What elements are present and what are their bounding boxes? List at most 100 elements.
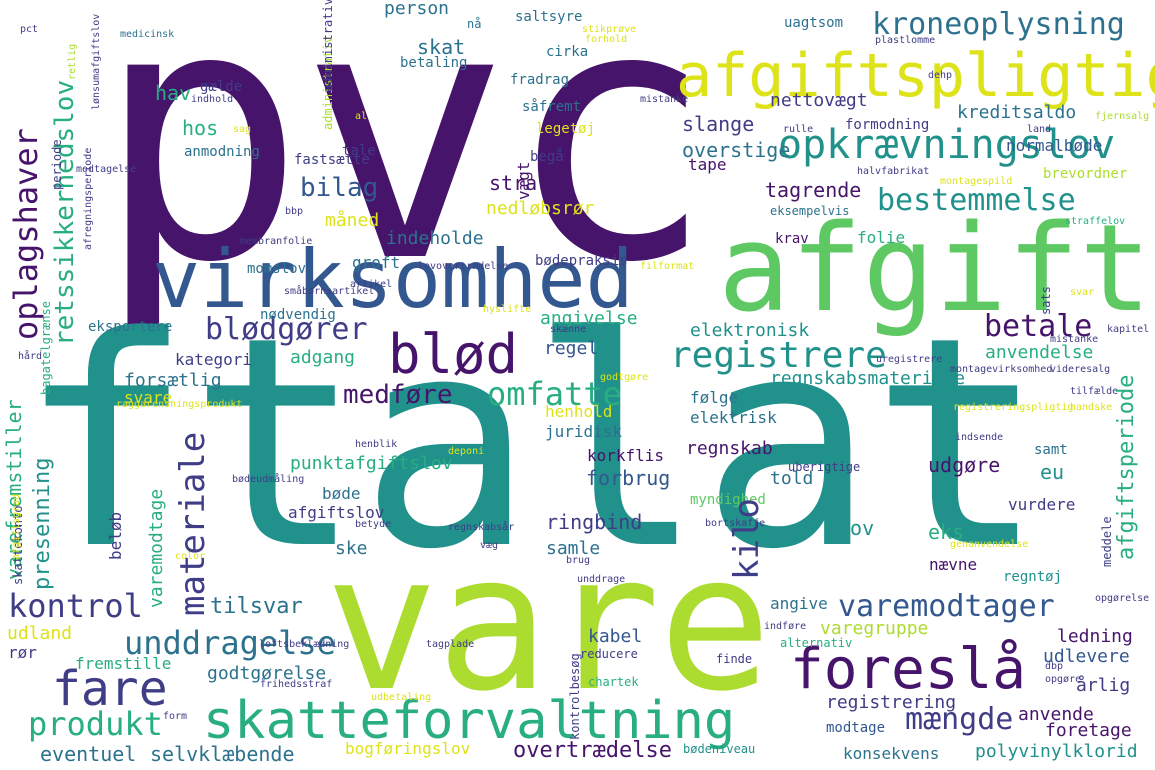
word-unddrage: unddrage (577, 574, 626, 585)
word-angivelse: angivelse (540, 308, 638, 329)
word-svare: svare (124, 388, 173, 407)
word-polyvinylklorid: polyvinylklorid (975, 741, 1138, 762)
word-indsende: indsende (955, 432, 1004, 443)
word-produkt: produkt (28, 705, 163, 743)
word-raggarensningsprodukt: rаggarensningsprodukt (116, 399, 243, 410)
word-overstige: overstige (682, 138, 791, 162)
word-tilfaelde: tilfælde (1070, 386, 1119, 397)
word-vaeg: væg (480, 540, 499, 551)
word-modtagelse: modtagelse (76, 164, 137, 175)
word-hard: hård (18, 351, 43, 362)
word-medfore: medføre (343, 380, 453, 410)
word-bestemmelse: bestemmelse (877, 183, 1076, 218)
word-plastlomme: plastlomme (875, 35, 936, 46)
word-skat: skat (417, 35, 466, 59)
word-konsekvens: konsekvens (843, 744, 940, 763)
word-stikprove: stikprøve (582, 24, 637, 35)
word-frihedsstraf: frihedsstraf (260, 679, 333, 690)
word-vurdere: vurdere (1008, 495, 1076, 514)
word-medicinsk: medicinsk (120, 29, 175, 40)
word-materiale: materiale (173, 431, 213, 616)
word-nettovaegt: nettovægt (770, 90, 868, 111)
word-brug: brug (566, 555, 591, 566)
word-betyde: betyde (355, 519, 392, 530)
word-vaegt: vægt (514, 161, 533, 200)
word-afgiftslov: afgiftslov (288, 503, 385, 522)
word-smaabornsartikel: småbørnsartikel (284, 286, 375, 297)
word-foresla: foreslå (790, 637, 1027, 702)
word-elektrisk: elektrisk (690, 408, 777, 427)
word-elektronisk: elektronisk (690, 320, 810, 341)
word-bodeniveau: bødeniveau (683, 742, 756, 756)
word-udbetaling: udbetaling (371, 692, 432, 703)
word-henhold: henhold (545, 402, 613, 421)
word-tagrende: tagrende (765, 178, 862, 202)
word-korkflis: korkflis (587, 446, 665, 465)
word-belob: beløb (106, 511, 125, 560)
word-uberigtige: uberigtige (788, 460, 861, 474)
word-retssikkerhedslov: retssikkerhedslov (50, 79, 80, 346)
word-omfatte: omfatte (487, 375, 622, 413)
word-naevne: nævne (929, 555, 978, 574)
word-nodvendig: nødvendig (260, 307, 336, 323)
word-mistanke2: mistanke (1050, 334, 1099, 345)
word-reducere: reducere (580, 647, 638, 661)
word-udlevere: udlevere (1043, 646, 1130, 667)
word-legetoj: legetøj (536, 121, 596, 137)
word-indhold: indhold (191, 94, 234, 105)
word-artikel: artikel (350, 279, 393, 290)
word-afgiftsgrad: afgiftsgrad (11, 493, 22, 560)
word-montagespild: montagespild (940, 176, 1013, 187)
word-saltsyre: saltsyre (515, 9, 583, 25)
word-krav: krav (775, 231, 809, 247)
word-mistanke: mistanke (640, 94, 689, 105)
word-udgore: udgøre (928, 453, 1001, 477)
word-forbrug: forbrug (586, 466, 671, 490)
word-normalbode: normalbøde (1006, 136, 1103, 155)
word-anmodning: anmodning (184, 144, 260, 160)
word-eksempelvis: eksempelvis (770, 204, 850, 218)
word-handske: handske (1070, 402, 1113, 413)
word-retlig: retlig (67, 43, 78, 80)
word-presenning: presenning (30, 457, 55, 590)
word-lonsumafgiftslov: lønsumafgiftslov (91, 13, 102, 110)
word-kilo: kilo (727, 498, 767, 580)
word-fremstille: fremstille (75, 654, 172, 673)
word-kontrol: kontrol (8, 587, 143, 625)
word-rulle: rulle (783, 124, 814, 135)
word-folge: følge (690, 388, 739, 407)
word-indfore: indføre (764, 621, 807, 632)
word-foretage: foretage (1045, 720, 1132, 741)
word-regel: regel (544, 338, 599, 359)
word-opgore: opgøre (1045, 674, 1082, 685)
word-afregningsperiode: afregningsperiode (83, 147, 94, 250)
word-straffelov: straffelov (1065, 216, 1126, 227)
word-opgorelse: opgørelse (1095, 593, 1150, 604)
word-virksomhed: virksomhed (152, 233, 634, 326)
word-bbp: bbp (285, 206, 304, 217)
word-afgiftspligtig: afgiftspligtig (676, 41, 1155, 111)
word-vare: vare (325, 514, 772, 733)
word-blod: blød (388, 323, 519, 386)
word-skatteforvaltning: skatteforvaltning (203, 691, 736, 751)
word-pct: pct (20, 24, 39, 35)
word-myndighed: myndighed (690, 492, 766, 508)
word-anvendelse: anvendelse (985, 342, 1094, 363)
word-maaned: måned (325, 210, 380, 231)
word-ror: rør (8, 643, 37, 662)
word-bagatelgraense: bagatelgrænse (39, 301, 53, 395)
word-godtgorelse: godtgørelse (207, 663, 327, 684)
word-fare: fare (52, 661, 168, 717)
word-hos: hos (182, 116, 219, 140)
word-kabel: kabel (588, 626, 643, 647)
word-regnskab: regnskab (686, 438, 773, 459)
word-forsaetlig: forsætlig (124, 370, 222, 391)
word-anvende: anvende (1018, 704, 1094, 725)
word-betaling: betaling (400, 55, 468, 71)
word-filformat: filformat (640, 261, 695, 272)
word-varegruppe: varegruppe (820, 618, 929, 639)
word-loftsbeklaedning: loftsbeklædning (259, 639, 350, 650)
word-varemodtager: varemodtager (838, 589, 1055, 624)
word-indeholde: indeholde (386, 228, 484, 249)
